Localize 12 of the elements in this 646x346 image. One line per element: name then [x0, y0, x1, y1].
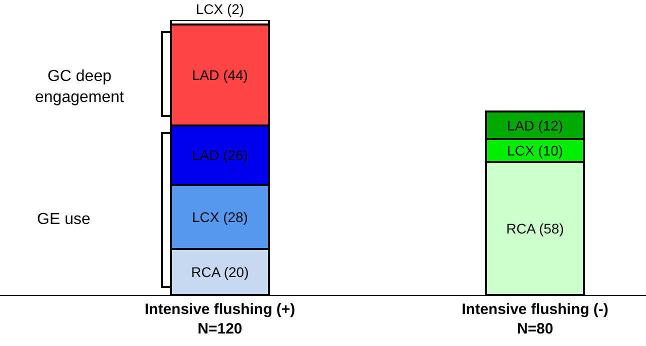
- x-tick-label: Intensive flushing (+) N=120: [144, 301, 296, 338]
- data-label: LCX (2): [196, 1, 244, 17]
- annotation: GC deep engagement: [35, 68, 125, 106]
- data-label: RCA (20): [191, 264, 249, 280]
- data-label: LAD (26): [192, 147, 248, 164]
- data-label: LCX (10): [507, 142, 564, 159]
- data-label: LAD (12): [507, 117, 564, 134]
- x-tick-label: Intensive flushing (-) N=80: [462, 301, 608, 338]
- data-label: RCA (58): [506, 220, 564, 237]
- annotation: GE use: [37, 211, 90, 228]
- data-label: LAD (44): [192, 67, 248, 83]
- data-label: LCX (28): [192, 209, 248, 226]
